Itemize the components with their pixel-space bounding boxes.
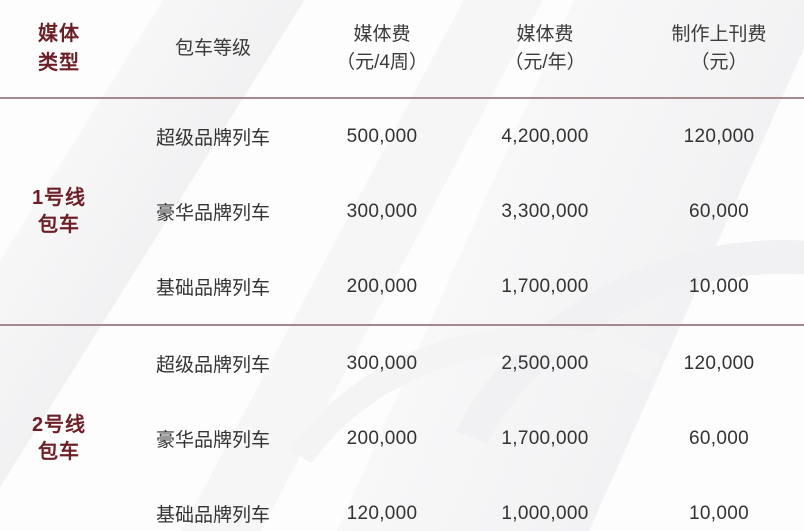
cell-media-fee-4weeks: 300,000	[346, 352, 418, 374]
table-row: 1号线 包车 超级品牌列车 500,000 4,200,000 120,000	[0, 99, 804, 236]
cell-production-fee: 120,000	[683, 352, 755, 374]
cell-grade: 豪华品牌列车	[155, 430, 270, 451]
table-row: 基础品牌列车 120,000 1,000,000 10,000	[0, 476, 804, 531]
cell-media-fee-year: 3,300,000	[501, 200, 589, 222]
cell-grade: 豪华品牌列车	[155, 203, 270, 224]
cell-grade: 基础品牌列车	[155, 505, 270, 526]
column-header-media-type: 媒体 类型	[0, 0, 118, 97]
table-header: 媒体 类型 包车等级 媒体费 （元/4周） 媒体费 （元/年） 制作上刊费 （元…	[0, 0, 804, 99]
cell-media-fee-4weeks: 200,000	[346, 427, 418, 449]
cell-media-fee-4weeks: 120,000	[346, 502, 418, 524]
cell-production-fee: 120,000	[683, 125, 755, 147]
cell-production-fee: 60,000	[689, 200, 749, 222]
group-label-line1: 1号线 包车	[0, 99, 118, 324]
column-header-media-type-line2: 类型	[38, 51, 80, 74]
table-row: 基础品牌列车 200,000 1,700,000 10,000	[0, 249, 804, 324]
column-header-media-fee-4weeks-line1: 媒体费	[353, 23, 411, 45]
table-body: 1号线 包车 超级品牌列车 500,000 4,200,000 120,000 …	[0, 99, 804, 531]
column-header-production-fee-line2: （元）	[690, 51, 748, 73]
column-header-media-fee-year: 媒体费 （元/年）	[456, 0, 634, 97]
column-header-grade-line1: 包车等级	[174, 37, 251, 59]
group-label-line1-text: 1号线	[31, 186, 87, 209]
group-label-line2-text: 包车	[38, 213, 80, 236]
column-header-media-fee-year-line1: 媒体费	[516, 23, 574, 45]
cell-production-fee: 10,000	[689, 275, 749, 297]
table-row: 2号线 包车 超级品牌列车 300,000 2,500,000 120,000	[0, 326, 804, 463]
column-header-media-type-line1: 媒体	[38, 22, 80, 45]
column-header-production-fee-line1: 制作上刊费	[671, 23, 767, 45]
header-row: 媒体 类型 包车等级 媒体费 （元/4周） 媒体费 （元/年） 制作上刊费 （元…	[0, 0, 804, 97]
cell-media-fee-year: 2,500,000	[501, 352, 589, 374]
column-header-media-fee-4weeks-line2: （元/4周）	[336, 51, 428, 73]
cell-grade: 基础品牌列车	[155, 278, 270, 299]
column-header-media-fee-4weeks: 媒体费 （元/4周）	[308, 0, 456, 97]
table-row: 豪华品牌列车 300,000 3,300,000 60,000	[0, 174, 804, 249]
table-row: 豪华品牌列车 200,000 1,700,000 60,000	[0, 401, 804, 476]
column-header-production-fee: 制作上刊费 （元）	[634, 0, 804, 97]
cell-media-fee-year: 1,000,000	[501, 502, 589, 524]
cell-production-fee: 60,000	[689, 427, 749, 449]
cell-media-fee-year: 4,200,000	[501, 125, 589, 147]
group-label-line1: 2号线 包车	[0, 326, 118, 531]
cell-grade: 超级品牌列车	[155, 128, 270, 149]
cell-media-fee-4weeks: 200,000	[346, 275, 418, 297]
cell-media-fee-year: 1,700,000	[501, 275, 589, 297]
group-label-line2-text: 包车	[38, 440, 80, 463]
cell-grade: 超级品牌列车	[155, 355, 270, 376]
cell-media-fee-4weeks: 300,000	[346, 200, 418, 222]
cell-production-fee: 10,000	[689, 502, 749, 524]
column-header-media-fee-year-line2: （元/年）	[504, 51, 586, 73]
cell-media-fee-4weeks: 500,000	[346, 125, 418, 147]
group-label-line1-text: 2号线	[31, 413, 87, 436]
cell-media-fee-year: 1,700,000	[501, 427, 589, 449]
column-header-grade: 包车等级	[118, 0, 308, 97]
